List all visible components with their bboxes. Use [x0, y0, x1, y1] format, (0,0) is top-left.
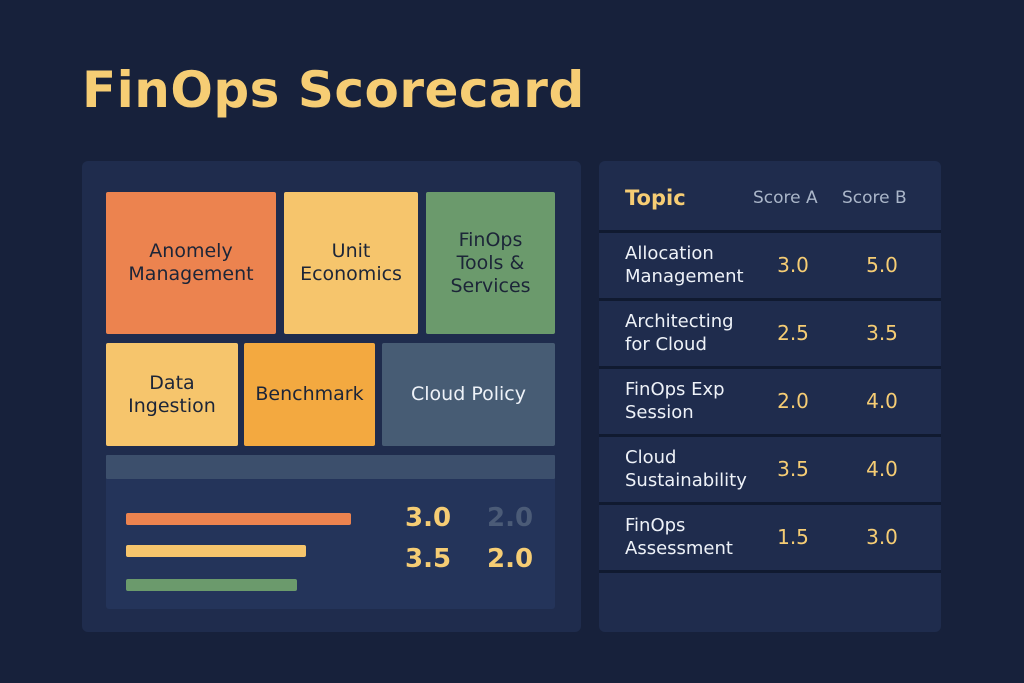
summary-value: 2.0 [487, 544, 534, 574]
column-header-score-a: Score A [753, 188, 818, 208]
row-divider [599, 366, 941, 369]
section-divider [106, 455, 555, 479]
row-topic: Allocation Management [625, 243, 744, 287]
tile-label: Unit Economics [300, 240, 402, 285]
row-topic: Architecting for Cloud [625, 311, 734, 355]
capability-panel: Anomely Management Unit Economics FinOps… [82, 161, 581, 632]
progress-bar-orange [126, 513, 351, 525]
page-title: FinOps Scorecard [82, 61, 585, 119]
row-score-b: 3.0 [866, 525, 898, 549]
progress-bar-green [126, 579, 297, 591]
row-divider [599, 434, 941, 437]
tile-finops-tools-services[interactable]: FinOps Tools & Services [426, 192, 555, 334]
table-row[interactable]: FinOps Assessment 1.5 3.0 [599, 505, 941, 569]
tile-data-ingestion[interactable]: Data Ingestion [106, 343, 238, 446]
summary-value: 3.0 [405, 503, 452, 533]
table-row[interactable]: Allocation Management 3.0 5.0 [599, 233, 941, 297]
row-topic: FinOps Exp Session [625, 379, 725, 423]
table-header: Topic Score A Score B [599, 161, 941, 231]
row-score-b: 4.0 [866, 457, 898, 481]
scores-table: Topic Score A Score B Allocation Managem… [599, 161, 941, 632]
row-divider [599, 502, 941, 505]
row-score-a: 3.0 [777, 253, 809, 277]
row-score-a: 3.5 [777, 457, 809, 481]
row-score-a: 2.5 [777, 321, 809, 345]
column-header-score-b: Score B [842, 188, 907, 208]
table-row[interactable]: Architecting for Cloud 2.5 3.5 [599, 301, 941, 365]
row-divider [599, 570, 941, 573]
tile-unit-economics[interactable]: Unit Economics [284, 192, 418, 334]
table-row[interactable]: FinOps Exp Session 2.0 4.0 [599, 369, 941, 433]
row-score-a: 1.5 [777, 525, 809, 549]
score-summary: 3.0 2.0 3.5 2.0 [106, 479, 555, 609]
summary-value: 2.0 [487, 503, 534, 533]
row-score-b: 5.0 [866, 253, 898, 277]
tile-label: FinOps Tools & Services [450, 228, 531, 297]
tile-anomaly-management[interactable]: Anomely Management [106, 192, 276, 334]
tile-label: Data Ingestion [128, 371, 216, 417]
tile-cloud-policy[interactable]: Cloud Policy [382, 343, 555, 446]
table-row[interactable]: Cloud Sustainability 3.5 4.0 [599, 437, 941, 501]
tile-label: Cloud Policy [411, 383, 526, 405]
progress-bar-yellow [126, 545, 306, 557]
column-header-topic: Topic [625, 186, 686, 210]
row-divider [599, 230, 941, 233]
row-score-b: 3.5 [866, 321, 898, 345]
tile-label: Anomely Management [128, 240, 254, 285]
row-divider [599, 298, 941, 301]
row-topic: FinOps Assessment [625, 515, 733, 559]
row-score-b: 4.0 [866, 389, 898, 413]
row-score-a: 2.0 [777, 389, 809, 413]
row-topic: Cloud Sustainability [625, 447, 747, 491]
tile-label: Benchmark [255, 383, 364, 405]
summary-value: 3.5 [405, 544, 452, 574]
tile-benchmark[interactable]: Benchmark [244, 343, 375, 446]
